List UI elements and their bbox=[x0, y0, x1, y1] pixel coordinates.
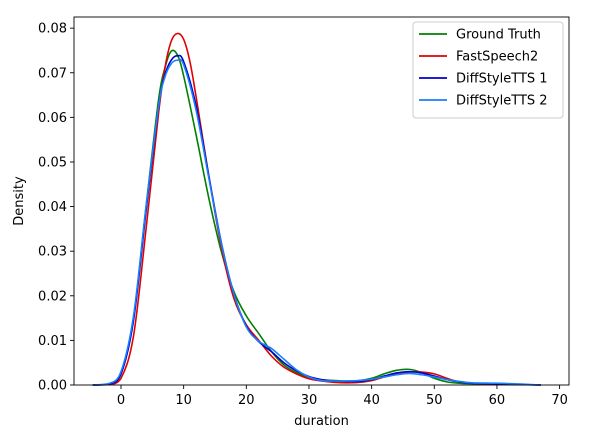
y-tick-label: 0.08 bbox=[38, 22, 67, 37]
y-tick-label: 0.06 bbox=[38, 111, 67, 126]
axes: 0 10 20 30 40 50 60 70 0.00 0.01 0.02 0.03 0.04 0.05 0… bbox=[38, 16, 570, 408]
y-tick-label: 0.01 bbox=[38, 334, 67, 349]
x-axis-label: duration bbox=[294, 414, 349, 429]
legend-label-4: DiffStyleTTS 2 bbox=[456, 94, 548, 109]
y-tick-label: 0.04 bbox=[38, 200, 67, 215]
x-tick-label: 0 bbox=[117, 393, 125, 408]
y-tick-label: 0.03 bbox=[38, 245, 67, 260]
legend-label-2: FastSpeech2 bbox=[456, 50, 538, 65]
series-line-1 bbox=[92, 49, 541, 386]
y-axis-label: Density bbox=[12, 176, 27, 226]
x-tick-label: 20 bbox=[238, 393, 255, 408]
y-tick-label: 0.05 bbox=[38, 155, 67, 170]
y-tick-label: 0.00 bbox=[38, 379, 67, 394]
y-tick-label: 0.02 bbox=[38, 289, 67, 304]
x-tick-label: 50 bbox=[426, 393, 443, 408]
legend: Ground Truth FastSpeech2 DiffStyleTTS 1 Dif… bbox=[412, 21, 564, 119]
plot-area bbox=[92, 32, 541, 386]
x-tick-label: 60 bbox=[489, 393, 506, 408]
legend-label-1: Ground Truth bbox=[456, 28, 541, 43]
x-tick-label: 70 bbox=[551, 393, 568, 408]
y-tick-label: 0.07 bbox=[38, 66, 67, 81]
legend-label-3: DiffStyleTTS 1 bbox=[456, 72, 548, 87]
legend-box bbox=[412, 21, 564, 119]
x-tick-label: 10 bbox=[175, 393, 192, 408]
plot-frame bbox=[73, 16, 570, 386]
series-line-4 bbox=[92, 58, 541, 386]
x-tick-label: 40 bbox=[363, 393, 380, 408]
x-tick-label: 30 bbox=[301, 393, 318, 408]
